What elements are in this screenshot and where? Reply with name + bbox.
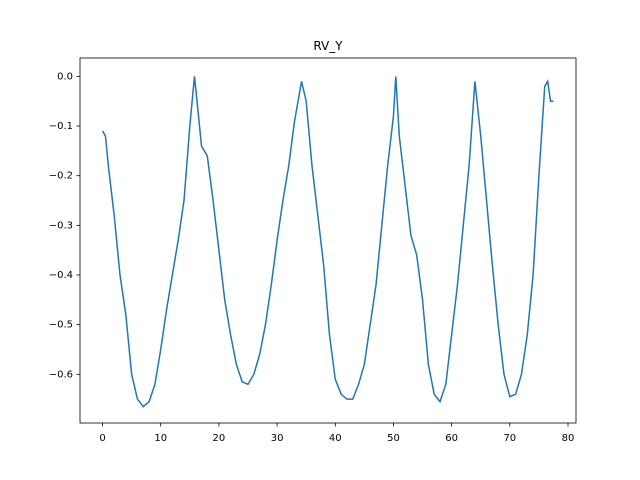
x-tick-label: 20 — [213, 433, 226, 444]
x-tick-label: 0 — [99, 433, 105, 444]
x-tick-label: 50 — [387, 433, 400, 444]
line-series — [101, 76, 554, 408]
x-tick-label: 70 — [503, 433, 516, 444]
y-tick-label: −0.1 — [49, 121, 73, 132]
x-tick-label: 30 — [271, 433, 284, 444]
x-tick-label: 80 — [562, 433, 575, 444]
y-tick-label: −0.5 — [49, 320, 73, 331]
y-tick-label: −0.3 — [49, 220, 73, 231]
x-tick-label: 10 — [154, 433, 167, 444]
chart-title: RV_Y — [313, 39, 343, 53]
axes-frame — [79, 57, 577, 424]
y-tick-label: −0.2 — [49, 171, 73, 182]
x-tick-label: 40 — [329, 433, 342, 444]
y-tick-label: −0.4 — [49, 270, 73, 281]
x-tick-label: 60 — [445, 433, 458, 444]
y-tick-label: −0.6 — [49, 369, 73, 380]
y-tick-label: 0.0 — [57, 71, 73, 82]
